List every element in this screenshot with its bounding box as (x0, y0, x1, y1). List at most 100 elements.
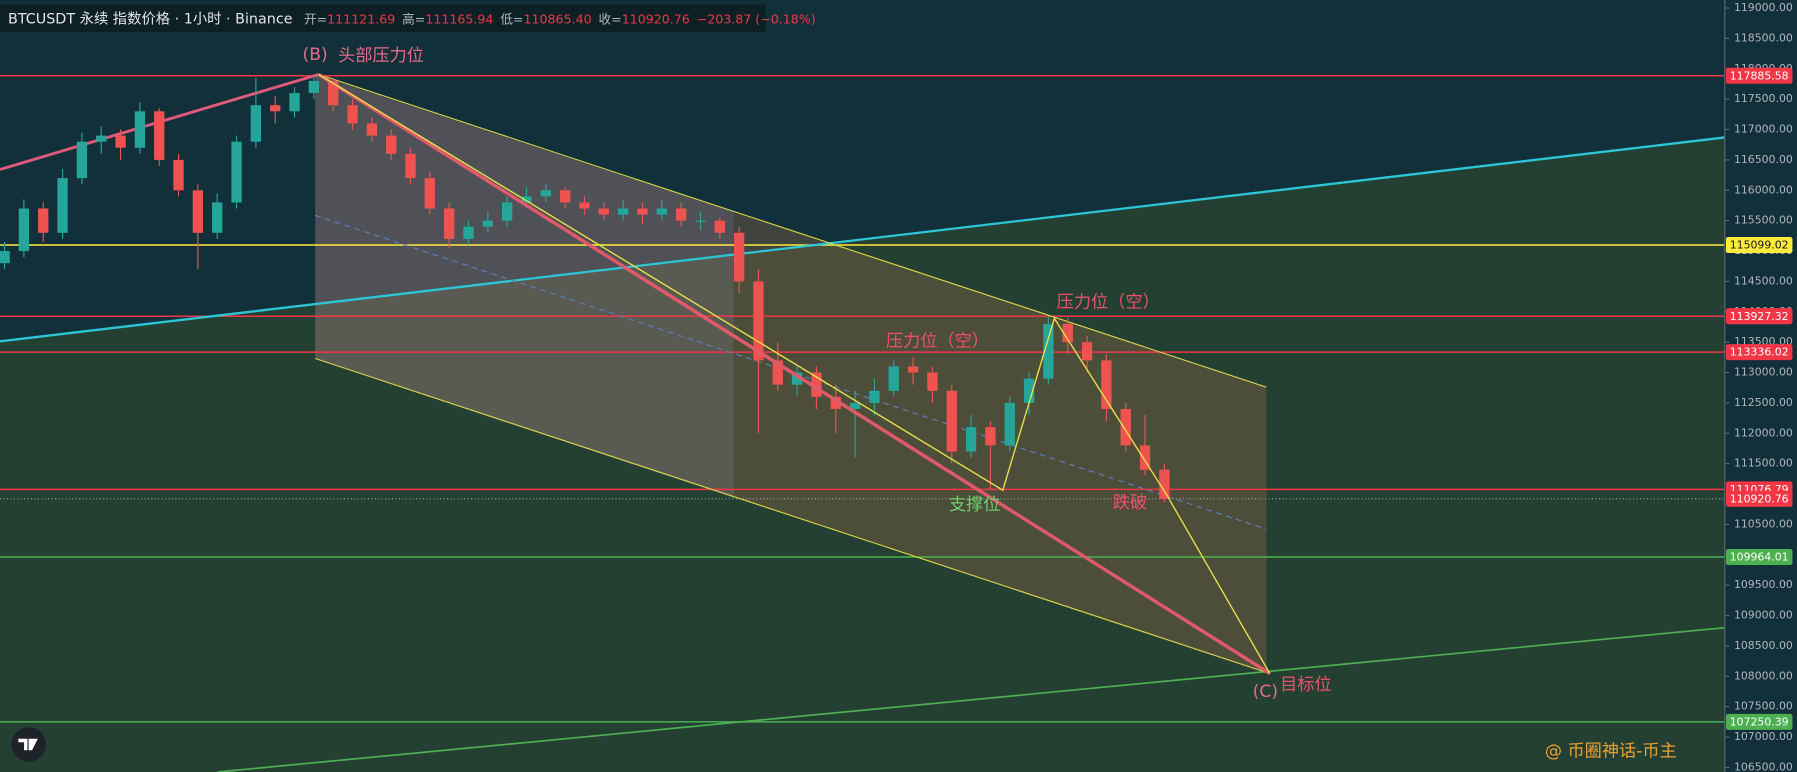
ohlc-value: 111165.94 (425, 11, 493, 26)
price-tag (1725, 308, 1793, 325)
y-tick-label: 117000.00 (1734, 123, 1793, 136)
candle-body (366, 123, 378, 136)
candle-body (946, 390, 957, 452)
price-tags: 117885.58115099.02113927.32113336.021110… (1725, 67, 1793, 730)
change: −203.87 (−0.18%) (697, 11, 816, 26)
annotation: 压力位（空） (886, 331, 989, 351)
y-tick-label: 108000.00 (1734, 669, 1793, 682)
channel-bottom (314, 357, 1270, 675)
channel-top (318, 73, 1267, 388)
trend-line (217, 626, 1725, 772)
candle-body (1043, 323, 1054, 379)
wave-path (318, 73, 1271, 674)
candle-body (18, 208, 30, 252)
candles (0, 75, 1170, 503)
logo-mark (18, 738, 38, 751)
price-tag-label: 115099.02 (1730, 239, 1789, 252)
candle-body (405, 153, 416, 179)
y-tick-label: 108500.00 (1734, 639, 1793, 652)
candle-body (695, 220, 706, 222)
candle-body (1081, 342, 1093, 361)
candle-body (637, 208, 648, 215)
price-tag (1725, 548, 1793, 565)
trend-line (317, 72, 1271, 675)
candle-body (289, 93, 300, 112)
candle-body (1159, 469, 1170, 499)
candle-body (869, 390, 880, 403)
candle-body (1139, 445, 1151, 470)
candle-body (1004, 402, 1015, 446)
y-tick-label: 111500.00 (1734, 457, 1793, 470)
header-bg (0, 4, 766, 33)
candle-body (888, 366, 899, 391)
candle-body (212, 202, 223, 233)
header: BTCUSDT 永续 指数价格 · 1小时 · Binance 开=111121.… (8, 10, 816, 27)
candle-body (38, 208, 49, 233)
candle-body (753, 281, 764, 361)
y-tick-label: 116500.00 (1734, 153, 1793, 166)
candle-body (192, 190, 204, 233)
y-tick-label: 107000.00 (1734, 730, 1793, 743)
candle-body (57, 178, 68, 233)
candle-body (424, 178, 436, 209)
candle-body (830, 396, 841, 409)
candle-body (270, 105, 281, 112)
price-lines (0, 74, 1725, 723)
price-tag-label: 110920.76 (1730, 492, 1789, 505)
ohlc-label: 收= (599, 11, 622, 26)
price-tag (1725, 490, 1793, 507)
channel-fill (315, 74, 1267, 674)
y-tick-label: 106500.00 (1734, 760, 1793, 772)
price-tag-label: 113927.32 (1730, 310, 1789, 323)
annotation: 头部压力位 (338, 46, 424, 66)
candle-body (1023, 378, 1035, 403)
y-tick-label: 110500.00 (1734, 517, 1793, 530)
candle-body (328, 80, 339, 106)
ohlc-value: 110865.40 (523, 11, 591, 26)
price-tag-label: 109964.01 (1730, 551, 1789, 564)
channel-mid (314, 214, 1267, 530)
y-tick-label: 109500.00 (1734, 578, 1793, 591)
channel-fill-upper (315, 74, 734, 499)
candle-body (1101, 360, 1112, 409)
price-tag (1725, 713, 1793, 730)
candle-body (927, 372, 938, 391)
y-tick-label: 112500.00 (1734, 396, 1793, 409)
candle-body (308, 80, 320, 94)
price-tag-label: 117885.58 (1730, 69, 1789, 82)
candle-body (482, 220, 493, 227)
background (0, 0, 1725, 772)
candle-body (849, 402, 861, 409)
y-tick-label: 116000.00 (1734, 183, 1793, 196)
candle-body (811, 372, 822, 397)
candle-body (347, 105, 358, 124)
ohlc-value: 111121.69 (327, 11, 395, 26)
ohlc-label: 低= (500, 11, 523, 26)
candle-body (463, 226, 474, 239)
candle-body (96, 135, 107, 142)
trend-line (0, 136, 1725, 343)
candle-body (559, 190, 571, 203)
candle-body (656, 208, 667, 215)
candle-body (772, 360, 783, 385)
ohlc-label: 开= (304, 11, 327, 26)
symbol-title: BTCUSDT 永续 指数价格 · 1小时 · Binance (8, 10, 293, 27)
candle-body (1062, 323, 1073, 343)
y-tick-label: 114500.00 (1734, 274, 1793, 287)
price-tag-label: 113336.02 (1730, 346, 1789, 359)
candle-body (598, 208, 609, 215)
candle-body (907, 366, 919, 373)
price-tag (1725, 236, 1793, 254)
zone-lower (0, 137, 1725, 772)
candle-body (617, 208, 629, 215)
candle-body (985, 427, 996, 446)
candle-body (134, 111, 146, 148)
y-tick-label: 119000.00 (1734, 1, 1793, 14)
ohlc-value: 110920.76 (622, 11, 690, 26)
y-tick-label: 109000.00 (1734, 609, 1793, 622)
annotation: 目标位 (1280, 675, 1332, 695)
candle-body (0, 251, 10, 264)
candle-body (115, 135, 126, 148)
